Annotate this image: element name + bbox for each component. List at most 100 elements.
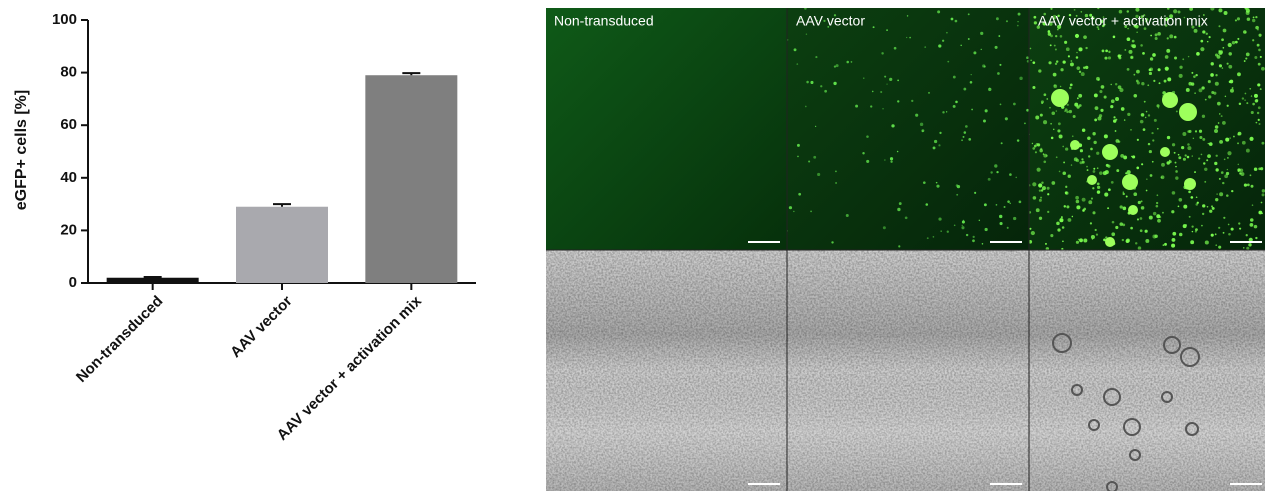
cell bbox=[1197, 202, 1199, 204]
cell bbox=[1123, 191, 1125, 193]
cell bbox=[1093, 170, 1096, 173]
cell bbox=[1001, 142, 1003, 144]
cell bbox=[1209, 210, 1212, 213]
cell bbox=[1071, 164, 1072, 165]
cell bbox=[1069, 110, 1072, 113]
cell bbox=[897, 100, 899, 102]
cell bbox=[1056, 110, 1058, 112]
cell bbox=[968, 138, 971, 141]
error-bar bbox=[144, 277, 162, 278]
cell bbox=[1191, 72, 1193, 74]
cell bbox=[968, 38, 970, 40]
cell bbox=[999, 64, 1001, 66]
cell bbox=[1163, 244, 1165, 246]
cell bbox=[1079, 161, 1082, 164]
cell bbox=[1228, 52, 1231, 55]
cell bbox=[1076, 205, 1080, 209]
cell bbox=[1200, 47, 1204, 51]
cell bbox=[1232, 41, 1235, 44]
cell bbox=[1244, 184, 1247, 187]
cell bbox=[1085, 47, 1087, 49]
cell bbox=[1076, 241, 1079, 244]
cell bbox=[1218, 50, 1220, 52]
cell bbox=[962, 221, 965, 224]
cell bbox=[1122, 224, 1125, 227]
cell bbox=[808, 160, 810, 162]
cell bbox=[927, 237, 929, 239]
cell bbox=[1092, 211, 1095, 214]
cell bbox=[1252, 103, 1255, 106]
cell bbox=[1123, 206, 1127, 210]
cell bbox=[1259, 123, 1261, 125]
cell bbox=[1257, 83, 1260, 86]
cell bbox=[1055, 63, 1057, 65]
cell bbox=[1172, 232, 1176, 236]
cell bbox=[1079, 71, 1081, 73]
cell bbox=[1223, 232, 1225, 234]
cell bbox=[1227, 157, 1229, 159]
cell bbox=[1142, 52, 1145, 55]
cell bbox=[1115, 83, 1117, 85]
cell bbox=[1162, 212, 1164, 214]
y-tick-label: 80 bbox=[60, 64, 77, 81]
cell bbox=[1080, 149, 1083, 152]
cell bbox=[1183, 158, 1186, 161]
cell bbox=[1043, 120, 1047, 124]
cell bbox=[1231, 228, 1234, 231]
cell bbox=[1048, 30, 1051, 33]
cell bbox=[1227, 151, 1231, 155]
cell bbox=[1115, 97, 1119, 101]
cell bbox=[810, 81, 813, 84]
cell bbox=[1124, 49, 1126, 51]
cell bbox=[1216, 193, 1217, 194]
cell bbox=[1224, 158, 1226, 160]
cell bbox=[1244, 60, 1246, 62]
cell bbox=[1068, 55, 1070, 57]
cell bbox=[1169, 34, 1173, 38]
cell bbox=[1219, 64, 1222, 67]
cell bbox=[1157, 128, 1159, 130]
cell bbox=[1245, 93, 1247, 95]
cell bbox=[1244, 6, 1247, 9]
cell bbox=[1201, 86, 1204, 89]
cell bbox=[1137, 218, 1139, 220]
cell bbox=[1188, 191, 1191, 194]
cell bbox=[1230, 89, 1234, 93]
cell bbox=[1250, 223, 1254, 227]
cell bbox=[1222, 182, 1224, 184]
cell bbox=[1083, 208, 1086, 211]
cell bbox=[1097, 182, 1100, 185]
cell bbox=[894, 47, 897, 50]
cell-clump bbox=[1184, 178, 1196, 190]
cell bbox=[855, 105, 858, 108]
cell bbox=[1030, 59, 1032, 61]
cell bbox=[1151, 132, 1153, 134]
cell bbox=[1210, 6, 1214, 10]
cell bbox=[1013, 103, 1016, 106]
cell bbox=[985, 228, 988, 231]
cell bbox=[956, 194, 958, 196]
cell bbox=[1140, 120, 1144, 124]
cell bbox=[1158, 107, 1159, 108]
cell bbox=[963, 136, 965, 138]
cell bbox=[947, 61, 949, 63]
cell bbox=[1055, 35, 1057, 37]
cell bbox=[824, 90, 827, 93]
cell bbox=[810, 210, 812, 212]
cell bbox=[884, 76, 886, 78]
cell bbox=[890, 157, 893, 160]
cell bbox=[1039, 217, 1042, 220]
cell bbox=[1057, 129, 1060, 132]
cell bbox=[1054, 45, 1056, 47]
cell bbox=[886, 29, 888, 31]
cell bbox=[979, 220, 980, 221]
cell bbox=[1127, 170, 1131, 174]
cell bbox=[1120, 205, 1123, 208]
cell bbox=[1041, 100, 1044, 103]
cell bbox=[1191, 196, 1194, 199]
cell bbox=[1189, 216, 1191, 218]
cell bbox=[1083, 67, 1085, 69]
cell bbox=[1257, 44, 1260, 47]
cell bbox=[886, 83, 887, 84]
cell bbox=[1059, 171, 1061, 173]
